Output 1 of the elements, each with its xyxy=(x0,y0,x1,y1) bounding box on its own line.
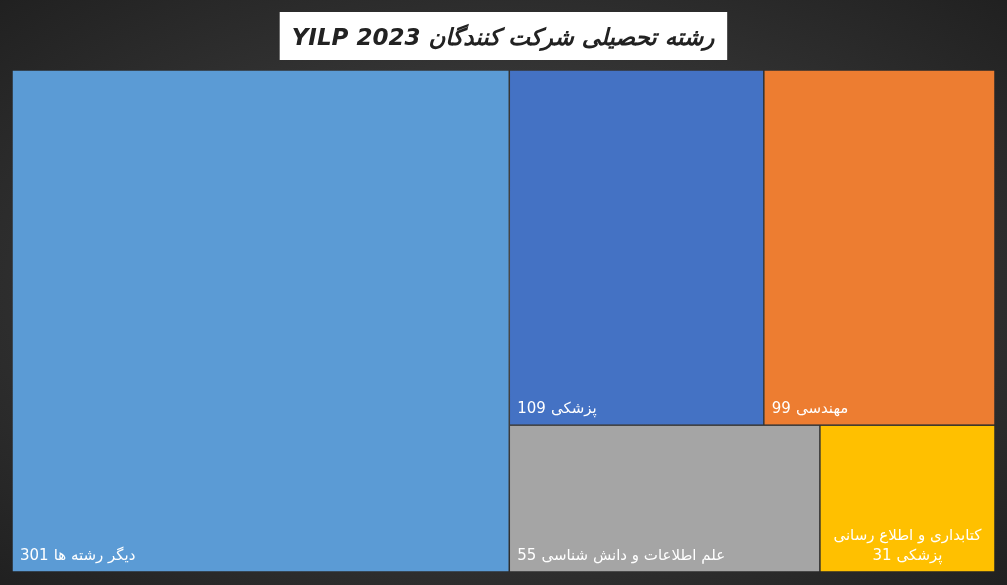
title: رشته تحصیلی شرکت کنندگان YILP 2023 xyxy=(279,12,728,60)
